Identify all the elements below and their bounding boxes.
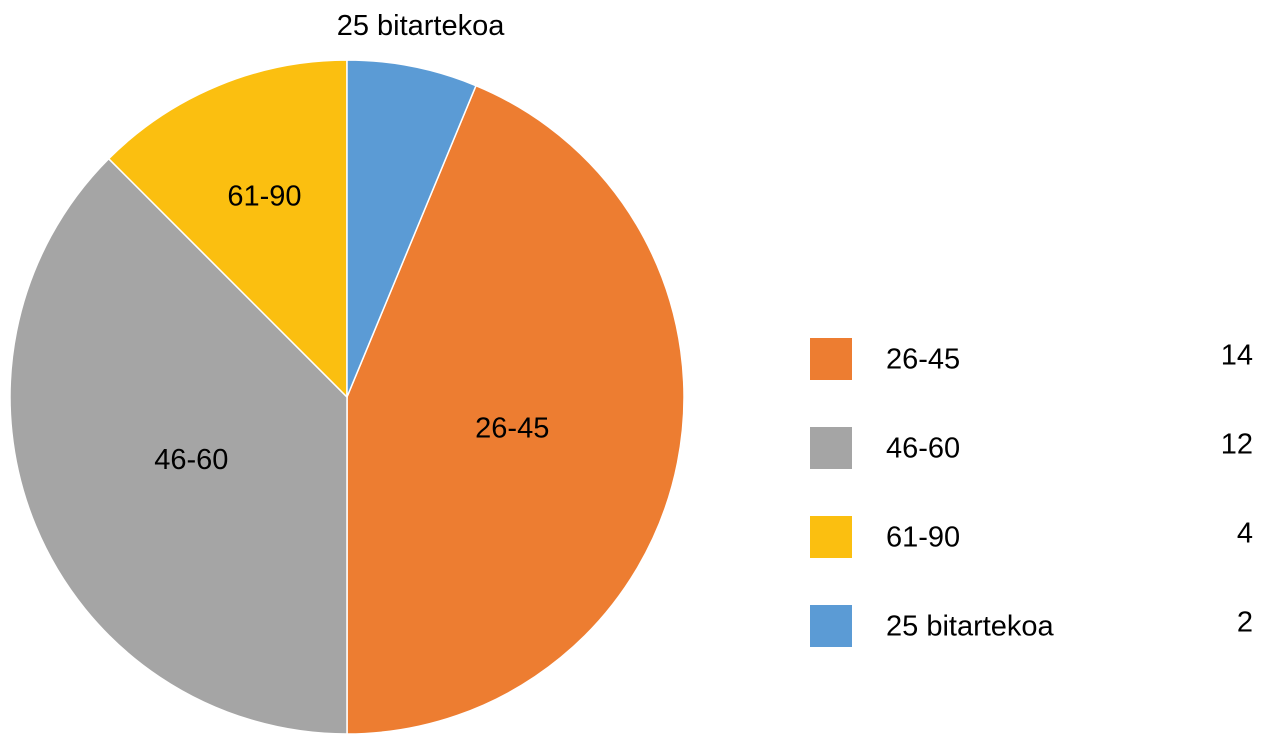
legend-value: 14 (1221, 340, 1253, 372)
legend-value: 12 (1221, 429, 1253, 461)
slice-label: 46-60 (154, 444, 228, 476)
slice-label: 25 bitartekoa (337, 10, 506, 42)
legend-label: 61-90 (886, 522, 960, 554)
legend-swatch (810, 516, 852, 558)
legend-label: 26-45 (886, 344, 960, 376)
pie-slice (107, 59, 348, 399)
pie-slice (346, 59, 477, 398)
pie-slice (346, 84, 685, 735)
legend-label: 46-60 (886, 433, 960, 465)
legend-value: 4 (1237, 518, 1253, 550)
legend-swatch (810, 605, 852, 647)
pie-slice (9, 157, 348, 735)
legend-label: 25 bitartekoa (886, 611, 1055, 643)
legend-value: 2 (1237, 607, 1253, 639)
slice-label: 61-90 (227, 180, 301, 212)
legend-swatch (810, 338, 852, 380)
slice-label: 26-45 (475, 413, 549, 445)
legend-swatch (810, 427, 852, 469)
